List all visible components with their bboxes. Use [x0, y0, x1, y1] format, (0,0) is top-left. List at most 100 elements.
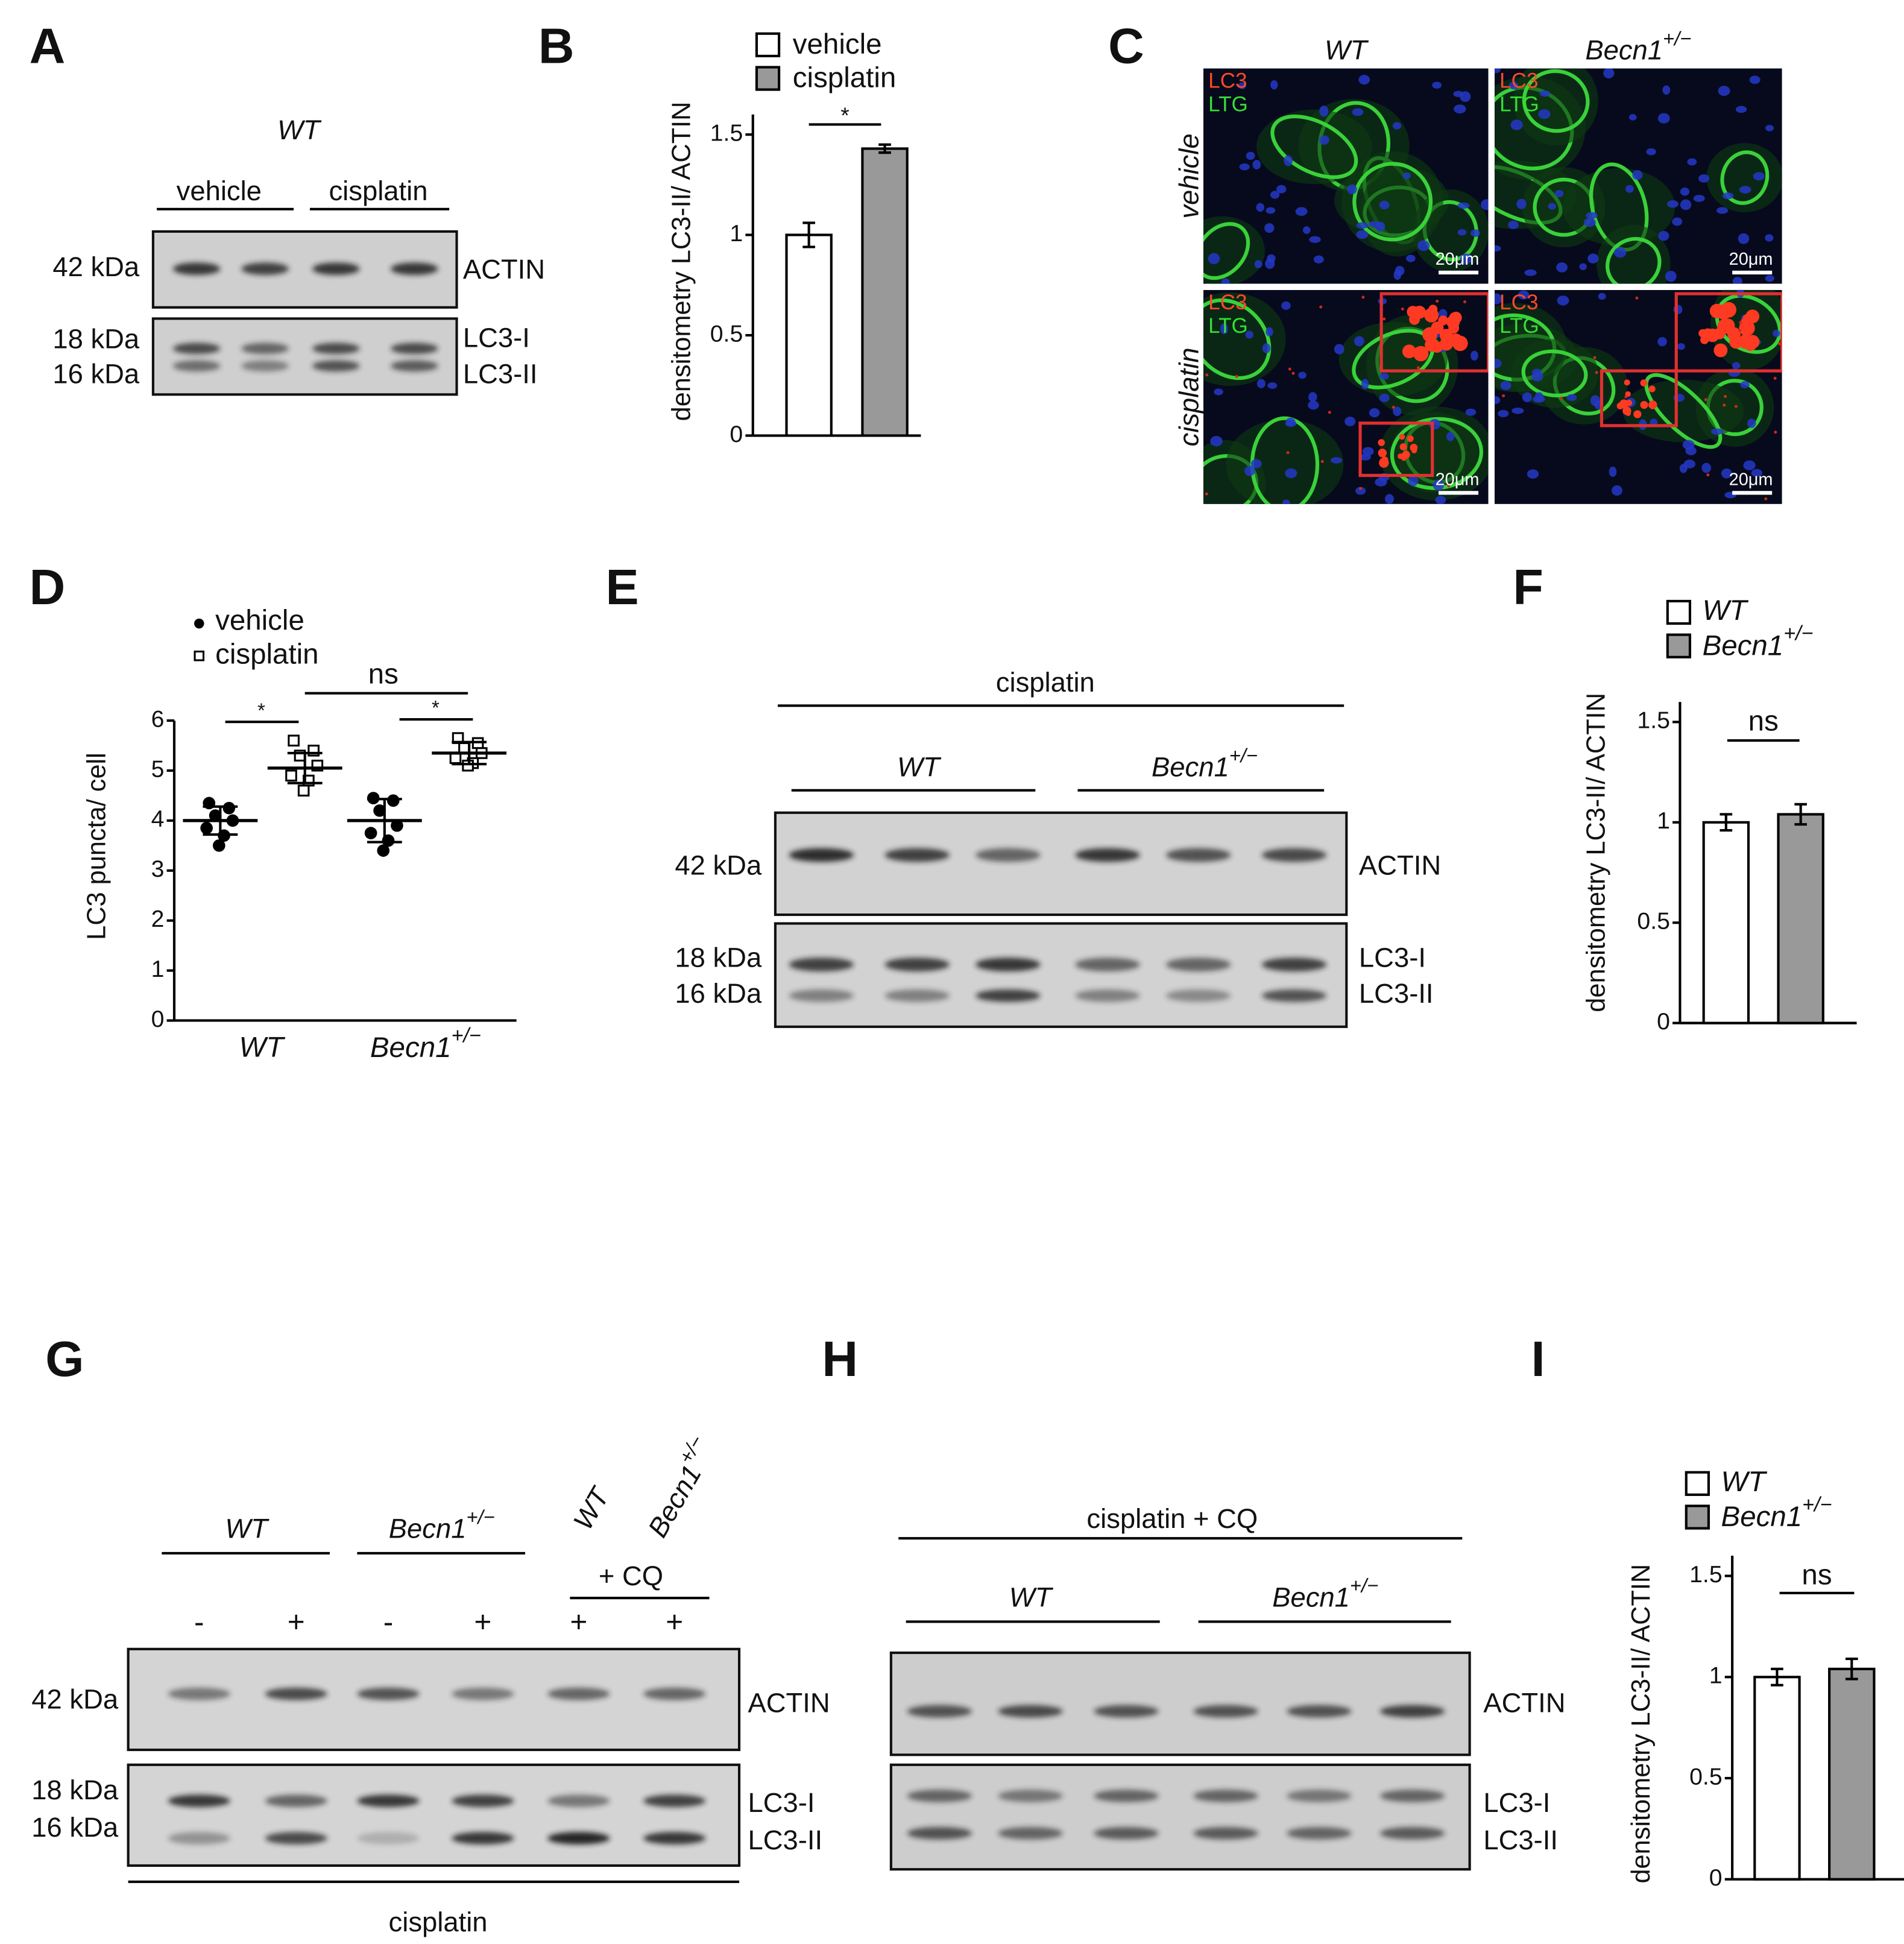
tubule-lumen — [1352, 162, 1433, 242]
nucleus — [1508, 81, 1519, 90]
nucleus — [1379, 373, 1389, 380]
stain-label: LC3 — [1208, 291, 1247, 314]
significance-label: * — [257, 699, 265, 721]
nucleus — [1379, 200, 1390, 210]
sd-bar — [287, 751, 323, 784]
nucleus — [1270, 80, 1278, 90]
lc3-puncta — [1600, 406, 1604, 409]
group-label: cisplatin — [329, 175, 427, 206]
nucleus — [1284, 155, 1293, 166]
blot-band — [172, 262, 221, 276]
blot-band — [391, 262, 438, 276]
lc3-puncta — [1559, 396, 1563, 400]
blot-band — [547, 1794, 610, 1807]
lc3-puncta — [1428, 305, 1438, 314]
inset-box — [1358, 421, 1434, 478]
nucleus — [1716, 207, 1729, 214]
lc3-puncta — [1286, 451, 1290, 455]
protein-label: ACTIN — [1483, 1688, 1565, 1718]
blot-membrane — [151, 317, 458, 396]
data-point — [212, 839, 225, 852]
nucleus — [1554, 189, 1564, 198]
blot-band — [789, 848, 854, 862]
significance-label: ns — [368, 658, 399, 690]
lc3-puncta — [1407, 435, 1414, 442]
y-tick-label: 1.5 — [1637, 708, 1670, 734]
nucleus — [1590, 395, 1600, 406]
size-marker: 42 kDa — [31, 1684, 119, 1715]
lc3-puncta — [1625, 410, 1631, 416]
lane-sign: + — [666, 1606, 683, 1639]
nucleus — [1625, 185, 1634, 193]
nucleus — [1262, 343, 1271, 353]
blot-membrane — [127, 1647, 741, 1752]
tubule-lumen — [1270, 114, 1358, 179]
blot-band — [241, 342, 289, 355]
nucleus — [1718, 86, 1730, 96]
lc3-puncta — [1320, 459, 1324, 463]
panel-letter: H — [822, 1331, 858, 1387]
lc3-puncta — [1727, 327, 1741, 341]
nucleus — [1358, 75, 1370, 85]
lc3-puncta — [1392, 405, 1395, 409]
size-marker: 42 kDa — [675, 850, 762, 881]
superscript: +/− — [1783, 622, 1813, 645]
y-tick-label: 1.5 — [710, 121, 743, 147]
nucleus — [1481, 199, 1489, 210]
nucleus — [1658, 230, 1669, 241]
legend-label: cisplatin — [215, 638, 319, 670]
lc3-puncta — [1625, 399, 1633, 406]
nucleus — [1587, 253, 1599, 264]
protein-label: ACTIN — [1359, 850, 1441, 881]
y-tick-label: 0.5 — [1637, 909, 1670, 935]
blot-band — [907, 1790, 972, 1802]
text-main: Becn1 — [1703, 630, 1784, 661]
data-point — [377, 844, 390, 857]
nucleus — [1298, 371, 1307, 379]
nucleus — [1598, 292, 1606, 300]
nucleus — [1539, 90, 1551, 97]
lc3-puncta — [1625, 391, 1631, 397]
tubule-lumen — [1203, 222, 1250, 280]
protein-label: LC3-I — [1483, 1787, 1550, 1818]
lc3-puncta — [1704, 398, 1707, 402]
nucleus — [1765, 125, 1774, 131]
micrograph — [1494, 289, 1782, 504]
nucleus — [1308, 400, 1319, 410]
lc3-puncta — [1291, 371, 1295, 375]
blot-band — [1075, 958, 1140, 971]
lc3-puncta — [1447, 484, 1451, 488]
inset-box — [1600, 369, 1678, 428]
nucleus — [1435, 496, 1446, 504]
lc3-puncta — [1402, 344, 1416, 359]
legend-label: WT — [1703, 595, 1749, 626]
size-marker: 16 kDa — [675, 978, 762, 1009]
nucleus — [1518, 290, 1530, 300]
inset-box — [1379, 292, 1489, 373]
nucleus — [1334, 344, 1344, 355]
data-point — [288, 734, 300, 747]
nucleus — [1347, 184, 1357, 195]
protein-label: LC3-II — [1359, 978, 1434, 1009]
group-label: WT — [225, 1513, 270, 1544]
blot-band — [976, 989, 1041, 1002]
sd-bar — [452, 740, 487, 766]
protein-label: LC3-I — [463, 322, 530, 353]
y-tick-label: 5 — [151, 756, 165, 782]
superscript: +/− — [1350, 1574, 1378, 1596]
nucleus — [1632, 170, 1643, 180]
nucleus — [1603, 68, 1615, 79]
legend-swatch — [1685, 1471, 1710, 1496]
blot-membrane — [774, 811, 1348, 917]
nucleus — [1556, 262, 1568, 273]
nucleus — [1359, 453, 1371, 461]
x-tick-label: Becn1+/− — [370, 1024, 481, 1063]
nucleus — [1220, 323, 1228, 335]
nucleus — [1264, 223, 1275, 233]
legend-label: Becn1+/− — [1721, 1493, 1832, 1532]
nucleus — [1408, 475, 1419, 487]
nucleus — [1680, 199, 1692, 210]
blot-band — [1287, 1826, 1352, 1840]
nucleus — [1465, 408, 1477, 416]
lane-sign: - — [383, 1606, 394, 1639]
